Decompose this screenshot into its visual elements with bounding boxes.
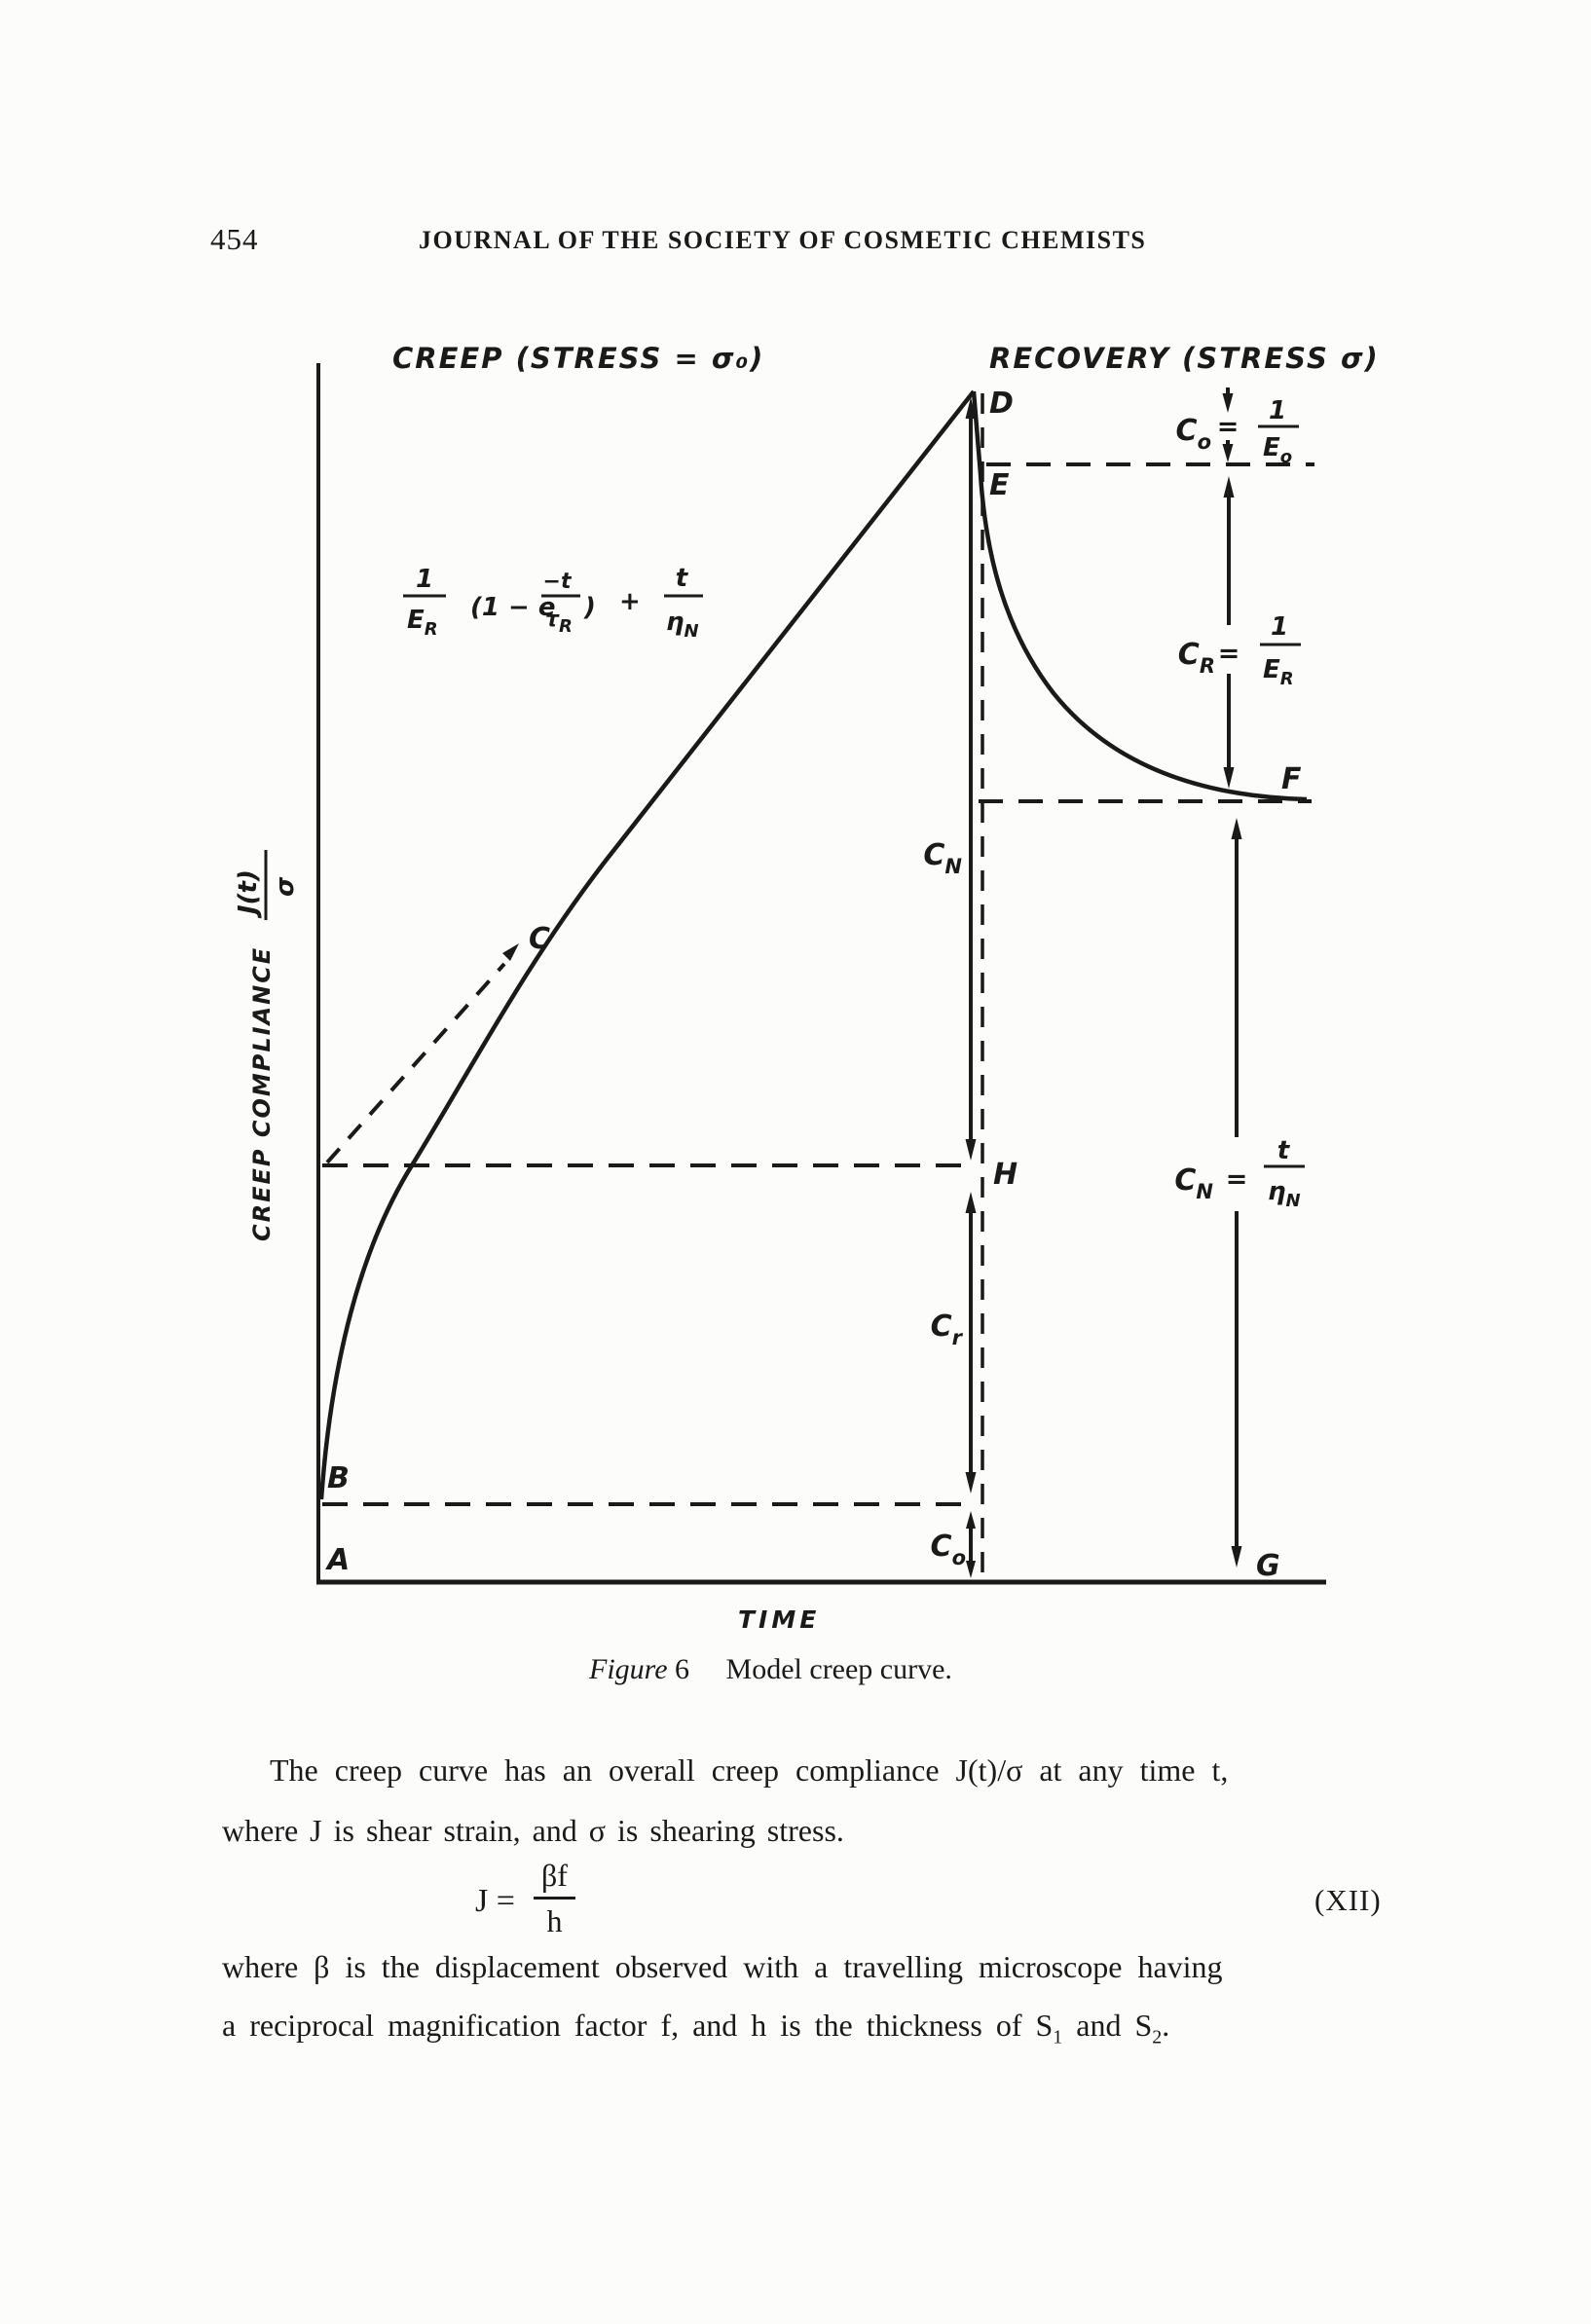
point-label-h: H: [993, 1158, 1018, 1192]
cn-equals: =: [1226, 1164, 1248, 1195]
y-axis-title: CREEP COMPLIANCE: [248, 946, 276, 1241]
paragraph2-line2: a reciprocal magnification factor f, and…: [222, 2008, 1170, 2048]
equation-denominator: h: [546, 1903, 563, 1938]
cn-left-label: CN: [923, 838, 962, 878]
equation-fraction: βf h: [534, 1856, 575, 1940]
recovery-section-title: RECOVERY (STRESS σ): [989, 342, 1380, 375]
recovery-curve: [971, 390, 1308, 802]
svg-text:1: 1: [416, 565, 433, 594]
svg-text:t: t: [676, 564, 689, 593]
x-axis-title: TIME: [738, 1605, 820, 1634]
cr-equals: =: [1218, 639, 1240, 669]
arrowhead-down: [966, 1561, 976, 1578]
cn-fraction-numerator: t: [1277, 1136, 1291, 1165]
newtonian-extrapolation-dashed-line: [325, 962, 506, 1164]
paragraph1-line2: where J is shear strain, and σ is sheari…: [222, 1813, 844, 1848]
cn-fraction-denominator: ηN: [1268, 1177, 1301, 1211]
paragraph1-line1: The creep curve has an overall creep com…: [270, 1752, 1229, 1788]
svg-text:J(t): J(t): [234, 869, 263, 919]
arrowhead-to-point-c: [502, 943, 519, 961]
cr-right-label: CR: [1178, 638, 1215, 678]
cr-left-label: Cr: [931, 1310, 964, 1349]
svg-text:): ): [583, 593, 596, 622]
arrowhead-down: [965, 1472, 977, 1494]
point-label-a: A: [325, 1543, 350, 1577]
point-label-g: G: [1256, 1549, 1280, 1583]
equation-numerator: βf: [534, 1856, 575, 1900]
cr-fraction-denominator: ER: [1263, 655, 1294, 689]
creep-curve: [318, 389, 976, 1500]
svg-text:(1 − e: (1 − e: [470, 593, 556, 622]
equation-number: (XII): [1314, 1883, 1382, 1917]
co-right-label: Co: [1176, 414, 1211, 454]
svg-text:τR: τR: [545, 608, 573, 637]
co-fraction-numerator: 1: [1269, 396, 1286, 425]
cn-right-label: CN: [1174, 1163, 1213, 1203]
figure-caption: Figure 6 Model creep curve.: [589, 1653, 952, 1686]
page-number: 454: [210, 222, 259, 256]
arrowhead-down: [1222, 393, 1234, 413]
cr-fraction-numerator: 1: [1271, 612, 1288, 642]
svg-text:ER: ER: [407, 606, 438, 640]
point-label-c: C: [529, 922, 550, 956]
svg-text:CREEP COMPLIANCE: CREEP COMPLIANCE: [248, 946, 276, 1241]
caption-figure-number: 6: [675, 1653, 690, 1685]
point-label-d: D: [989, 387, 1014, 421]
point-label-e: E: [989, 468, 1010, 502]
svg-text:−t: −t: [543, 570, 573, 594]
paragraph2-line1: where β is the displacement observed wit…: [222, 1949, 1223, 1984]
point-label-b: B: [327, 1461, 350, 1495]
caption-figure-word: Figure: [589, 1653, 668, 1685]
point-label-f: F: [1281, 762, 1302, 796]
svg-text:ηN: ηN: [666, 608, 699, 642]
creep-section-title: CREEP (STRESS = σ₀): [392, 342, 764, 375]
caption-text: Model creep curve.: [725, 1653, 952, 1685]
co-fraction-denominator: Eo: [1263, 433, 1292, 467]
creep-formula: 1 ER (1 − e −t τR ) + t ηN: [403, 564, 703, 642]
y-axis-compliance-fraction: J(t) σ: [234, 850, 300, 920]
svg-text:+: +: [619, 587, 641, 616]
equation-lhs: J =: [475, 1883, 515, 1919]
svg-text:σ: σ: [271, 876, 300, 897]
co-equals: =: [1217, 412, 1240, 442]
arrowhead-down: [1222, 444, 1234, 462]
figure-6-model-creep-curve: CREEP (STRESS = σ₀) RECOVERY (STRESS σ) …: [234, 342, 1380, 1634]
arrowhead-down: [1223, 767, 1235, 789]
arrowhead-down: [965, 1139, 977, 1161]
arrowhead-down: [1231, 1546, 1242, 1568]
journal-header: JOURNAL OF THE SOCIETY OF COSMETIC CHEMI…: [419, 226, 1147, 254]
co-left-label: Co: [931, 1530, 966, 1569]
